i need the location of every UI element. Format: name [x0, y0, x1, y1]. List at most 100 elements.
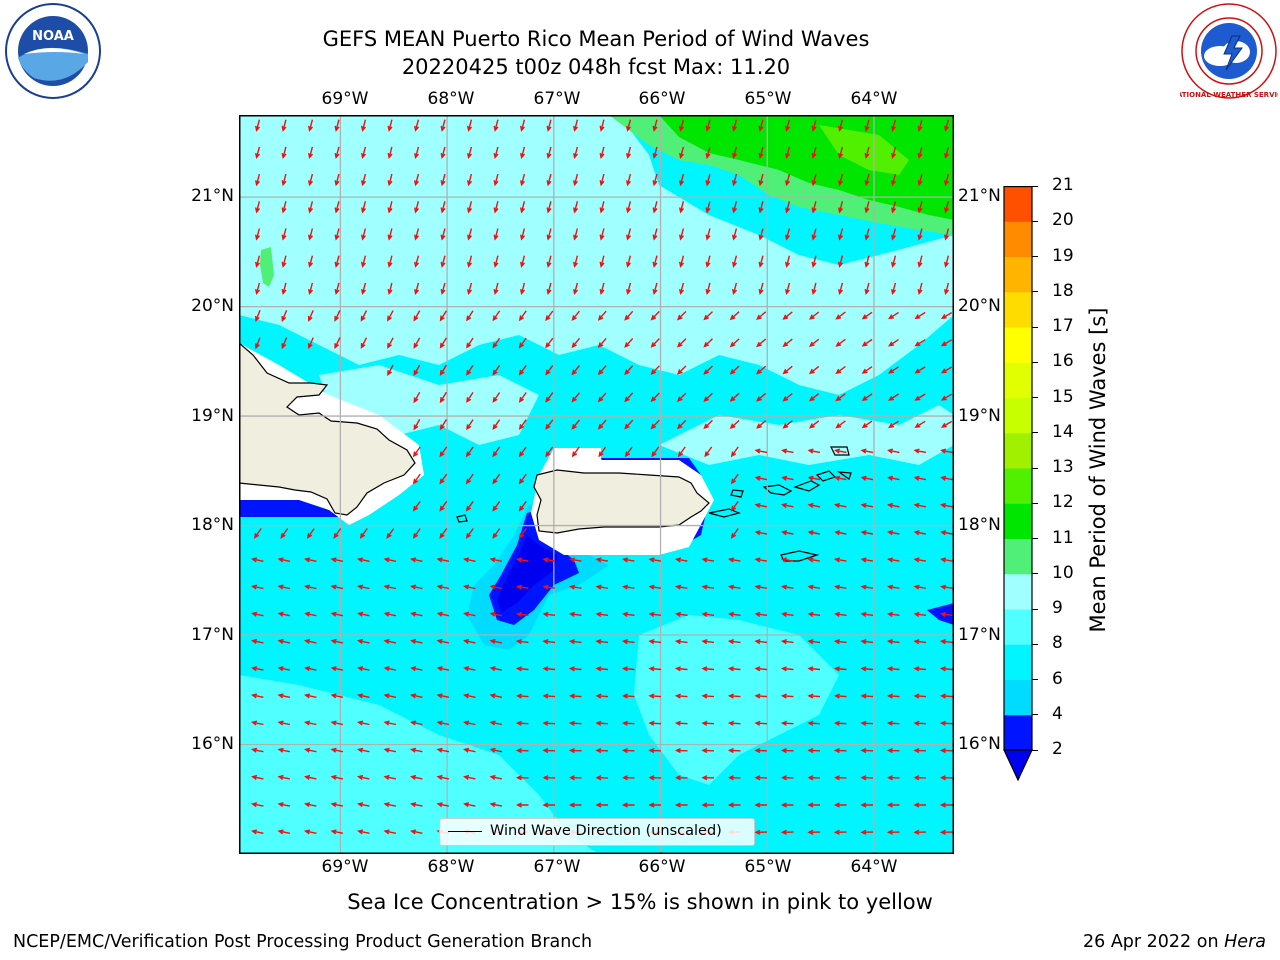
wind-arrow [648, 584, 662, 590]
wind-arrow [913, 448, 927, 454]
wind-arrow [410, 774, 423, 780]
map-frame [239, 115, 954, 854]
wind-arrow [913, 693, 927, 699]
wind-arrow [304, 747, 317, 753]
wind-arrow [782, 311, 793, 320]
wind-arrow [780, 666, 794, 672]
lat-label-right: 19°N [958, 406, 1001, 426]
wind-arrow [886, 693, 900, 699]
legend-label: Wind Wave Direction (unscaled) [490, 823, 722, 839]
wind-arrow [330, 747, 344, 753]
wind-arrow [834, 448, 847, 454]
wind-arrow [436, 693, 450, 699]
wind-arrow [887, 557, 900, 563]
wind-arrow [467, 255, 473, 268]
wind-arrow [621, 775, 635, 781]
wind-arrow [387, 310, 394, 322]
wind-arrow [648, 611, 662, 617]
wind-arrow [597, 337, 607, 349]
wind-arrow [463, 720, 476, 726]
wind-arrow [277, 666, 291, 672]
colorbar-tick-mark [1032, 397, 1038, 398]
wind-arrow [729, 419, 740, 429]
wind-arrow [489, 774, 503, 780]
wind-arrow [255, 282, 261, 296]
wind-arrow [597, 392, 607, 403]
wind-arrow [676, 392, 687, 403]
wind-arrow [674, 693, 688, 699]
wind-arrow [493, 146, 499, 160]
wind-arrow [808, 365, 820, 375]
wind-arrow [304, 584, 317, 590]
wind-arrow [436, 584, 450, 590]
wind-arrow [467, 201, 473, 214]
wind-arrow [940, 420, 953, 428]
wind-arrow [383, 638, 397, 644]
wind-arrow [808, 311, 820, 320]
wind-arrow [414, 201, 420, 214]
wind-arrow [622, 557, 635, 563]
wind-arrow [807, 475, 821, 481]
wind-arrow [334, 282, 340, 296]
wind-arrow [780, 802, 794, 808]
wind-arrow [780, 611, 794, 617]
wind-arrow [281, 173, 287, 187]
colorbar-tick-mark [1032, 185, 1038, 187]
wind-arrow [835, 338, 846, 347]
wind-arrow [492, 364, 501, 376]
wind-arrow [518, 528, 527, 539]
wind-arrow [383, 774, 397, 780]
wind-arrow [758, 255, 764, 268]
wind-arrow [838, 201, 844, 214]
colorbar-tick-label: 2 [1052, 739, 1063, 759]
lon-label-bottom: 68°W [427, 857, 475, 877]
wind-arrow [387, 337, 394, 349]
wind-arrow [516, 557, 529, 563]
wind-arrow [807, 693, 821, 699]
wind-arrow [701, 720, 715, 726]
wind-arrow [463, 584, 476, 590]
wind-arrow [489, 611, 503, 617]
wind-arrow [807, 557, 821, 563]
wind-arrow [785, 255, 791, 268]
wind-arrow [891, 282, 897, 296]
wind-arrow [410, 611, 423, 617]
wind-arrow [334, 173, 340, 187]
wind-arrow [808, 420, 820, 429]
lat-label-left: 20°N [191, 296, 234, 316]
wind-arrow [595, 775, 609, 781]
wind-arrow [729, 338, 740, 348]
wind-arrow [860, 775, 874, 781]
wind-arrow [492, 392, 501, 403]
wind-arrow [807, 802, 820, 808]
wind-arrow [913, 584, 927, 590]
wind-arrow [251, 557, 264, 563]
colorbar-segment [1004, 362, 1032, 398]
wind-arrow [492, 528, 501, 539]
land-hispaniola [239, 342, 416, 516]
wind-arrow [781, 557, 794, 563]
wind-arrow [703, 392, 713, 402]
wind-arrow [515, 693, 529, 699]
colorbar-segment [1004, 573, 1032, 610]
wind-arrow [489, 747, 503, 753]
wind-arrow [729, 311, 740, 321]
wind-arrow [439, 500, 448, 512]
wind-arrow [413, 310, 421, 322]
wind-arrow [811, 255, 817, 268]
wind-arrow [571, 337, 581, 349]
wind-arrow [913, 557, 927, 563]
wind-arrow [436, 802, 450, 808]
wind-arrow [518, 392, 527, 403]
colorbar-tick-mark [1032, 749, 1038, 751]
wind-arrow [489, 802, 503, 808]
wind-arrow [334, 201, 340, 214]
wind-arrow [727, 639, 741, 645]
wind-arrow [624, 310, 634, 321]
wind-arrow [626, 119, 632, 132]
wind-arrow [357, 747, 370, 753]
wind-arrow [754, 775, 768, 781]
wind-arrow [652, 173, 658, 187]
footer-date: 26 Apr 2022 on [1082, 932, 1219, 952]
wind-arrow [542, 666, 556, 672]
